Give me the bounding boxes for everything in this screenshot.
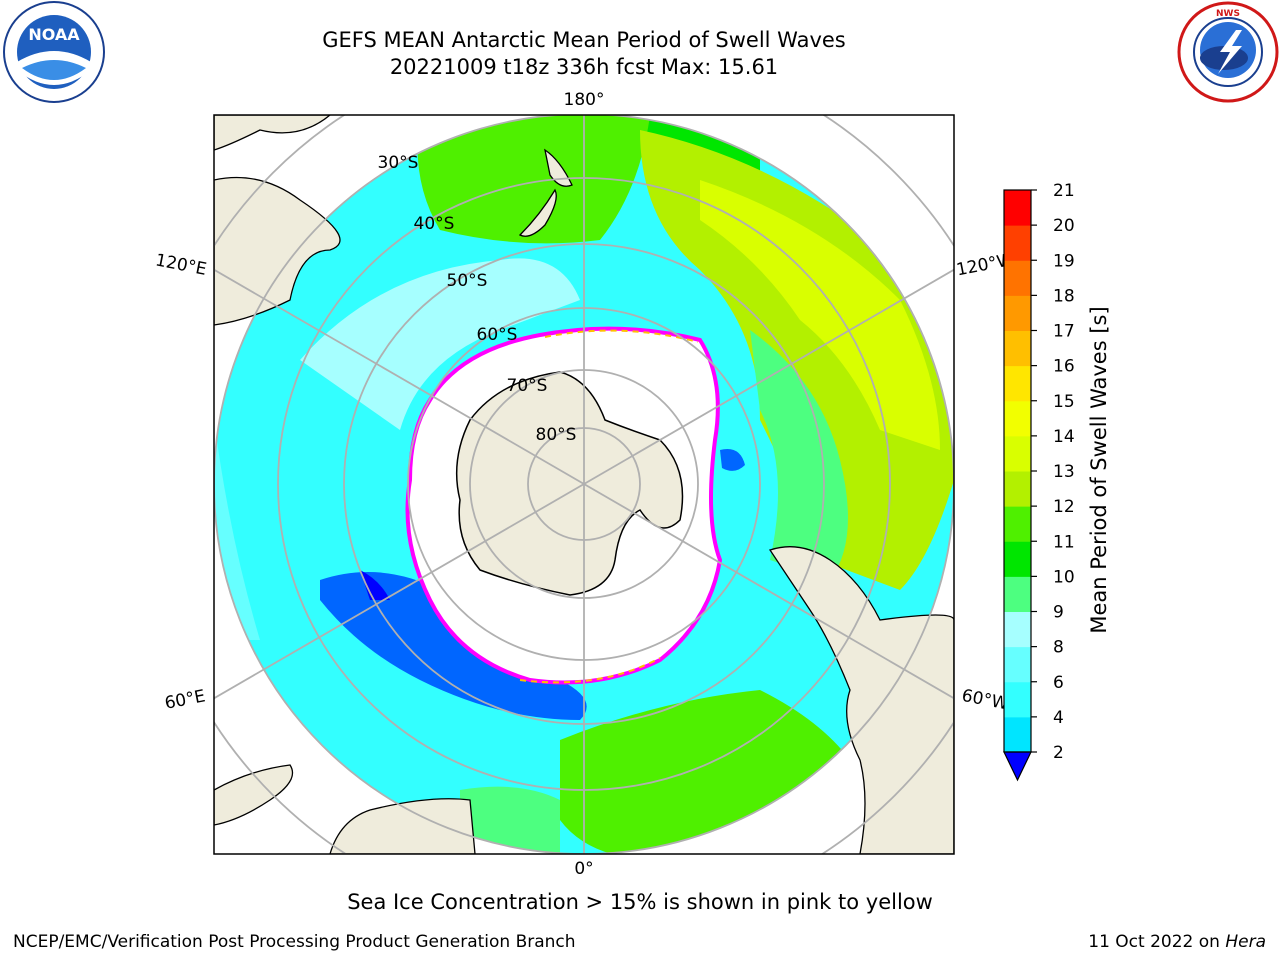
- colorbar-tick-label: 21: [1053, 181, 1075, 201]
- colorbar-tick-label: 10: [1053, 567, 1075, 587]
- colorbar-tick-label: 15: [1053, 392, 1075, 412]
- colorbar-segment: [1004, 681, 1031, 718]
- antarctica-land: [455, 371, 684, 596]
- colorbar-segment: [1004, 365, 1031, 402]
- colorbar-tick-label: 17: [1053, 322, 1075, 342]
- colorbar-tick-label: 9: [1053, 603, 1064, 623]
- africa-land: [329, 798, 476, 854]
- noaa-logo-text: NOAA: [28, 25, 80, 44]
- colorbar-segment: [1004, 716, 1031, 753]
- lat-label-40s: 40°S: [414, 214, 455, 234]
- new-zealand-south-land: [518, 188, 557, 237]
- lon-label-top: 180°: [564, 90, 605, 110]
- colorbar-tick-label: 13: [1053, 462, 1075, 482]
- noaa-logo: NOAA: [3, 1, 105, 103]
- map-frame: [213, 114, 955, 855]
- footer-machine: Hera: [1225, 932, 1266, 952]
- colorbar-tick-label: 18: [1053, 286, 1075, 306]
- colorbar-segment: [1004, 435, 1031, 472]
- madagascar-land: [214, 764, 294, 826]
- chart-subtitle: 20221009 t18z 336h fcst Max: 15.61: [389, 55, 779, 79]
- lon-label-right-lower: 60°W: [960, 686, 1010, 715]
- svg-text:NWS: NWS: [1216, 9, 1240, 19]
- lat-label-80s: 80°S: [536, 425, 577, 445]
- colorbar-segment: [1004, 295, 1031, 331]
- colorbar-segment: [1004, 330, 1031, 367]
- graticule: [214, 115, 954, 854]
- sea-ice-edge: [405, 326, 723, 685]
- colorbar-segment: [1004, 225, 1031, 261]
- map-area: [214, 115, 954, 854]
- colorbar-segment: [1004, 471, 1031, 507]
- colorbar-tick-label: 8: [1053, 638, 1064, 658]
- colorbar-tick-label: 16: [1053, 357, 1075, 377]
- lon-label-left-lower: 60°E: [163, 686, 207, 713]
- lat-label-60s: 60°S: [477, 325, 518, 345]
- footer-credit: NCEP/EMC/Verification Post Processing Pr…: [13, 932, 576, 952]
- lon-label-left-upper: 120°E: [154, 250, 209, 279]
- colorbar-segment: [1004, 646, 1031, 683]
- colorbar-tick-label: 11: [1053, 532, 1075, 552]
- footer-date-text: 11 Oct 2022 on: [1088, 932, 1226, 952]
- colorbar-tick-label: 20: [1053, 216, 1075, 236]
- sea-ice-note: Sea Ice Concentration > 15% is shown in …: [347, 890, 933, 914]
- colorbar-segment: [1004, 400, 1031, 437]
- lat-label-30s: 30°S: [378, 153, 419, 173]
- australia-land: [214, 115, 341, 326]
- lat-label-70s: 70°S: [507, 376, 548, 396]
- colorbar-segment: [1004, 506, 1031, 542]
- colorbar-under-extension: [1003, 751, 1032, 782]
- chart-title: GEFS MEAN Antarctic Mean Period of Swell…: [322, 28, 846, 52]
- colorbar-segment: [1004, 541, 1031, 577]
- footer-date: 11 Oct 2022 on Hera: [1088, 932, 1266, 952]
- colorbar-segment: [1004, 190, 1031, 226]
- colorbar-segment: [1004, 576, 1031, 612]
- colorbar-segment: [1004, 611, 1031, 648]
- lon-label-bottom: 0°: [574, 859, 593, 879]
- colorbar-tick-label: 14: [1053, 427, 1075, 447]
- colorbar-tick-label: 12: [1053, 497, 1075, 517]
- colorbar-tick-label: 4: [1053, 708, 1064, 728]
- colorbar-tick-label: 2: [1053, 743, 1064, 763]
- colorbar-segment: [1004, 260, 1031, 296]
- colorbar-tick-label: 6: [1053, 673, 1064, 693]
- colorbar: 2 4 6 8 9 10 11 12 13 14 15 16 17 18 19 20 21: [1003, 181, 1075, 782]
- south-america-land: [768, 546, 954, 854]
- colorbar-tick-label: 19: [1053, 251, 1075, 271]
- nws-logo: NWS: [1177, 1, 1279, 103]
- lat-label-50s: 50°S: [447, 271, 488, 291]
- colorbar-label: Mean Period of Swell Waves [s]: [1087, 306, 1111, 633]
